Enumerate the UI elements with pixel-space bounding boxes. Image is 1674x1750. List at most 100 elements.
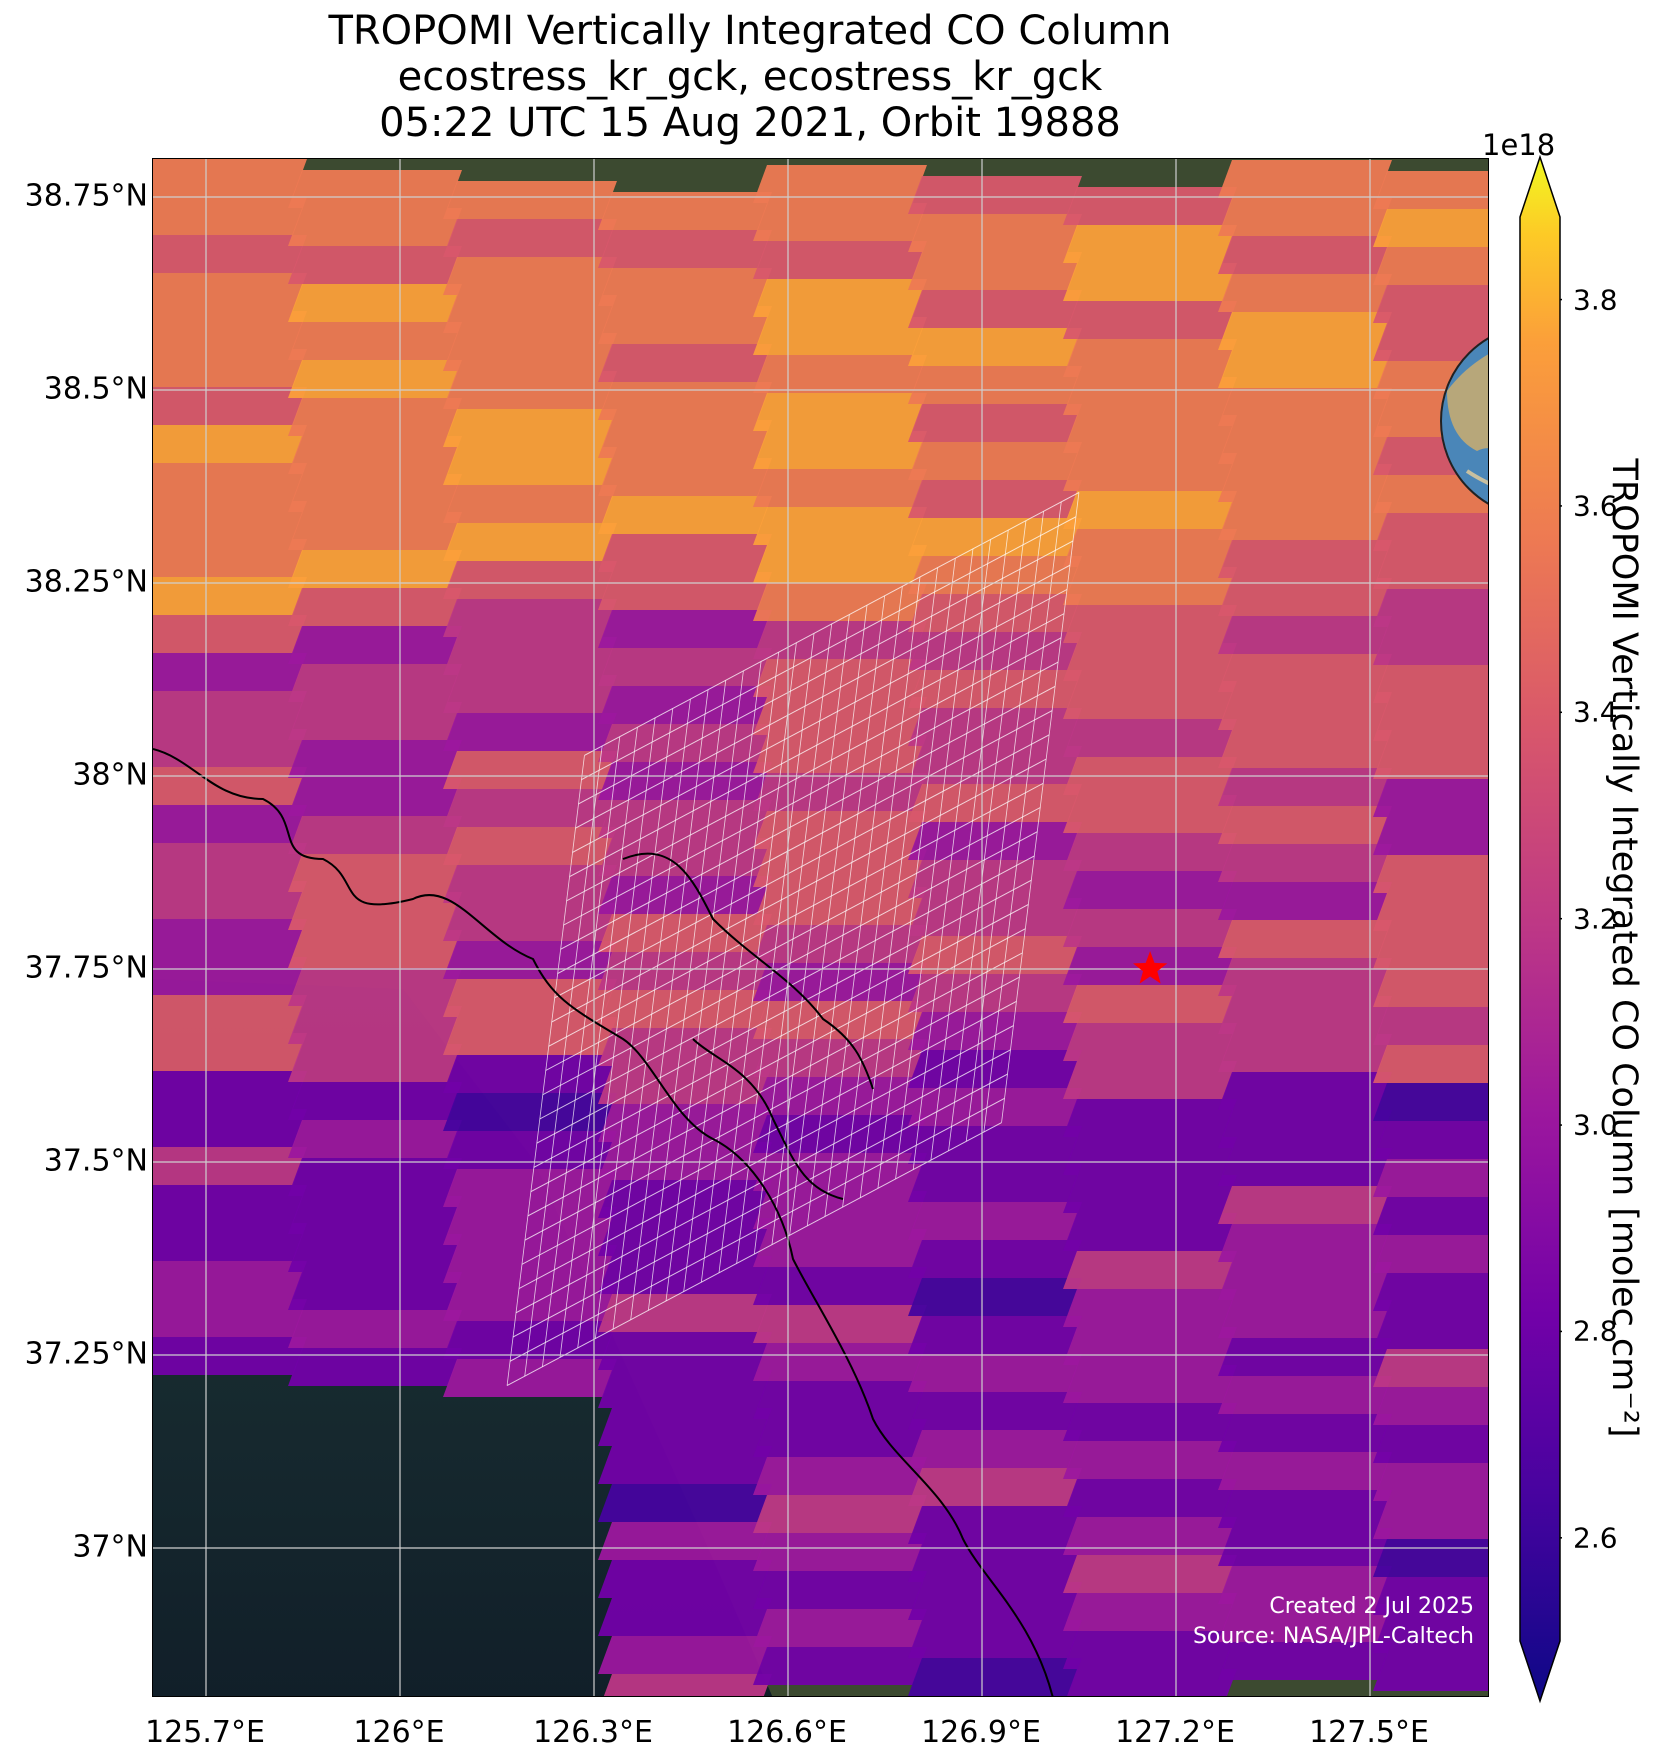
map-title: TROPOMI Vertically Integrated CO Column <box>328 8 1172 54</box>
co-pixel <box>753 697 927 735</box>
co-pixel <box>153 615 307 653</box>
co-pixel <box>288 512 462 550</box>
footprint-line <box>512 1073 1008 1338</box>
co-pixel <box>1373 1083 1488 1121</box>
footprint-line <box>578 540 1074 805</box>
co-pixel <box>598 1560 772 1598</box>
co-pixel <box>1218 502 1392 540</box>
map-timestamp: 05:22 UTC 15 Aug 2021, Orbit 19888 <box>379 100 1121 146</box>
co-pixel <box>1063 263 1237 301</box>
co-pixel <box>153 273 307 311</box>
co-pixel <box>443 561 617 599</box>
co-pixels <box>153 159 1488 1696</box>
co-pixel <box>908 898 1082 936</box>
co-pixel <box>288 1196 462 1234</box>
co-pixel <box>598 838 772 876</box>
co-pixel <box>1218 768 1392 806</box>
lat-tick-label: 38.75°N <box>24 178 148 214</box>
co-pixel <box>908 480 1082 518</box>
co-pixel <box>1218 1414 1392 1452</box>
co-pixel <box>598 648 772 686</box>
co-pixel <box>443 1245 617 1283</box>
co-pixel <box>1218 692 1392 730</box>
co-pixel <box>908 1278 1082 1316</box>
co-pixel <box>1373 1159 1488 1197</box>
co-pixel <box>153 691 307 729</box>
co-pixel <box>1373 1007 1488 1045</box>
co-pixel <box>153 1337 307 1375</box>
lon-tick-label: 126°E <box>353 1715 445 1750</box>
co-pixel <box>908 1658 1082 1696</box>
lat-tick-label: 38.5°N <box>43 371 148 407</box>
co-pixel <box>598 1370 772 1408</box>
co-pixel <box>288 1272 462 1310</box>
footprint-line <box>551 758 1047 1023</box>
co-pixel <box>753 431 927 469</box>
co-pixel <box>1373 1045 1488 1083</box>
co-pixel <box>1063 377 1237 415</box>
co-pixel <box>443 333 617 371</box>
co-pixel <box>598 496 772 534</box>
co-pixel <box>598 1256 772 1294</box>
co-pixel <box>908 328 1082 366</box>
co-pixel <box>1067 1669 1237 1696</box>
credit-created: Created 2 Jul 2025 <box>1269 1594 1474 1619</box>
co-pixel <box>908 746 1082 784</box>
co-pixel <box>908 1582 1082 1620</box>
co-pixel <box>603 1674 772 1696</box>
co-pixel <box>908 822 1082 860</box>
colorbar-tick-label: 2.6 <box>1573 1521 1618 1555</box>
co-pixel <box>288 322 462 360</box>
co-pixel <box>443 789 617 827</box>
co-pixel <box>443 257 617 295</box>
co-pixel <box>753 241 927 279</box>
co-pixel <box>1373 1539 1488 1577</box>
co-pixel <box>1063 491 1237 529</box>
co-pixel <box>443 827 617 865</box>
map-canvas <box>153 159 1488 1696</box>
co-pixel <box>1373 1121 1488 1159</box>
co-pixel <box>1373 285 1488 323</box>
footprint-line <box>539 855 1035 1120</box>
co-pixel <box>598 572 772 610</box>
colorbar-gradient <box>1519 155 1561 1704</box>
co-pixel <box>153 1147 307 1185</box>
co-pixel <box>1218 1110 1392 1148</box>
co-pixel <box>908 556 1082 594</box>
co-pixel <box>1218 1604 1392 1642</box>
co-pixel <box>1063 415 1237 453</box>
co-pixel <box>443 637 617 675</box>
co-pixel <box>288 930 462 968</box>
co-pixel <box>1218 654 1392 692</box>
co-pixel <box>753 1343 927 1381</box>
co-pixel <box>153 577 307 615</box>
co-pixel <box>1373 741 1488 779</box>
co-pixel <box>1373 1273 1488 1311</box>
co-pixel <box>1218 1642 1392 1680</box>
co-pixel <box>908 1088 1082 1126</box>
co-pixel <box>1373 209 1488 247</box>
co-pixel <box>288 398 462 436</box>
footprint-line <box>560 685 1056 950</box>
co-pixel <box>1063 1099 1237 1137</box>
co-pixel <box>1373 475 1488 513</box>
co-pixel <box>288 778 462 816</box>
co-pixel <box>1373 1349 1488 1387</box>
co-pixel <box>598 230 772 268</box>
co-pixel <box>443 1283 617 1321</box>
lat-tick-label: 37.25°N <box>24 1336 148 1372</box>
co-pixel <box>908 1126 1082 1164</box>
co-pixel <box>443 219 617 257</box>
co-pixel <box>598 1066 772 1104</box>
co-pixel <box>598 1028 772 1066</box>
co-pixel <box>1063 719 1237 757</box>
co-pixel <box>1063 1213 1237 1251</box>
co-pixel <box>288 740 462 778</box>
co-pixel <box>753 1495 927 1533</box>
co-pixel <box>1218 1452 1392 1490</box>
co-pixel <box>1063 1061 1237 1099</box>
footprint-line <box>536 879 1032 1144</box>
lon-tick-label: 126.3°E <box>533 1715 653 1750</box>
co-pixel <box>598 306 772 344</box>
co-pixel <box>443 1055 617 1093</box>
